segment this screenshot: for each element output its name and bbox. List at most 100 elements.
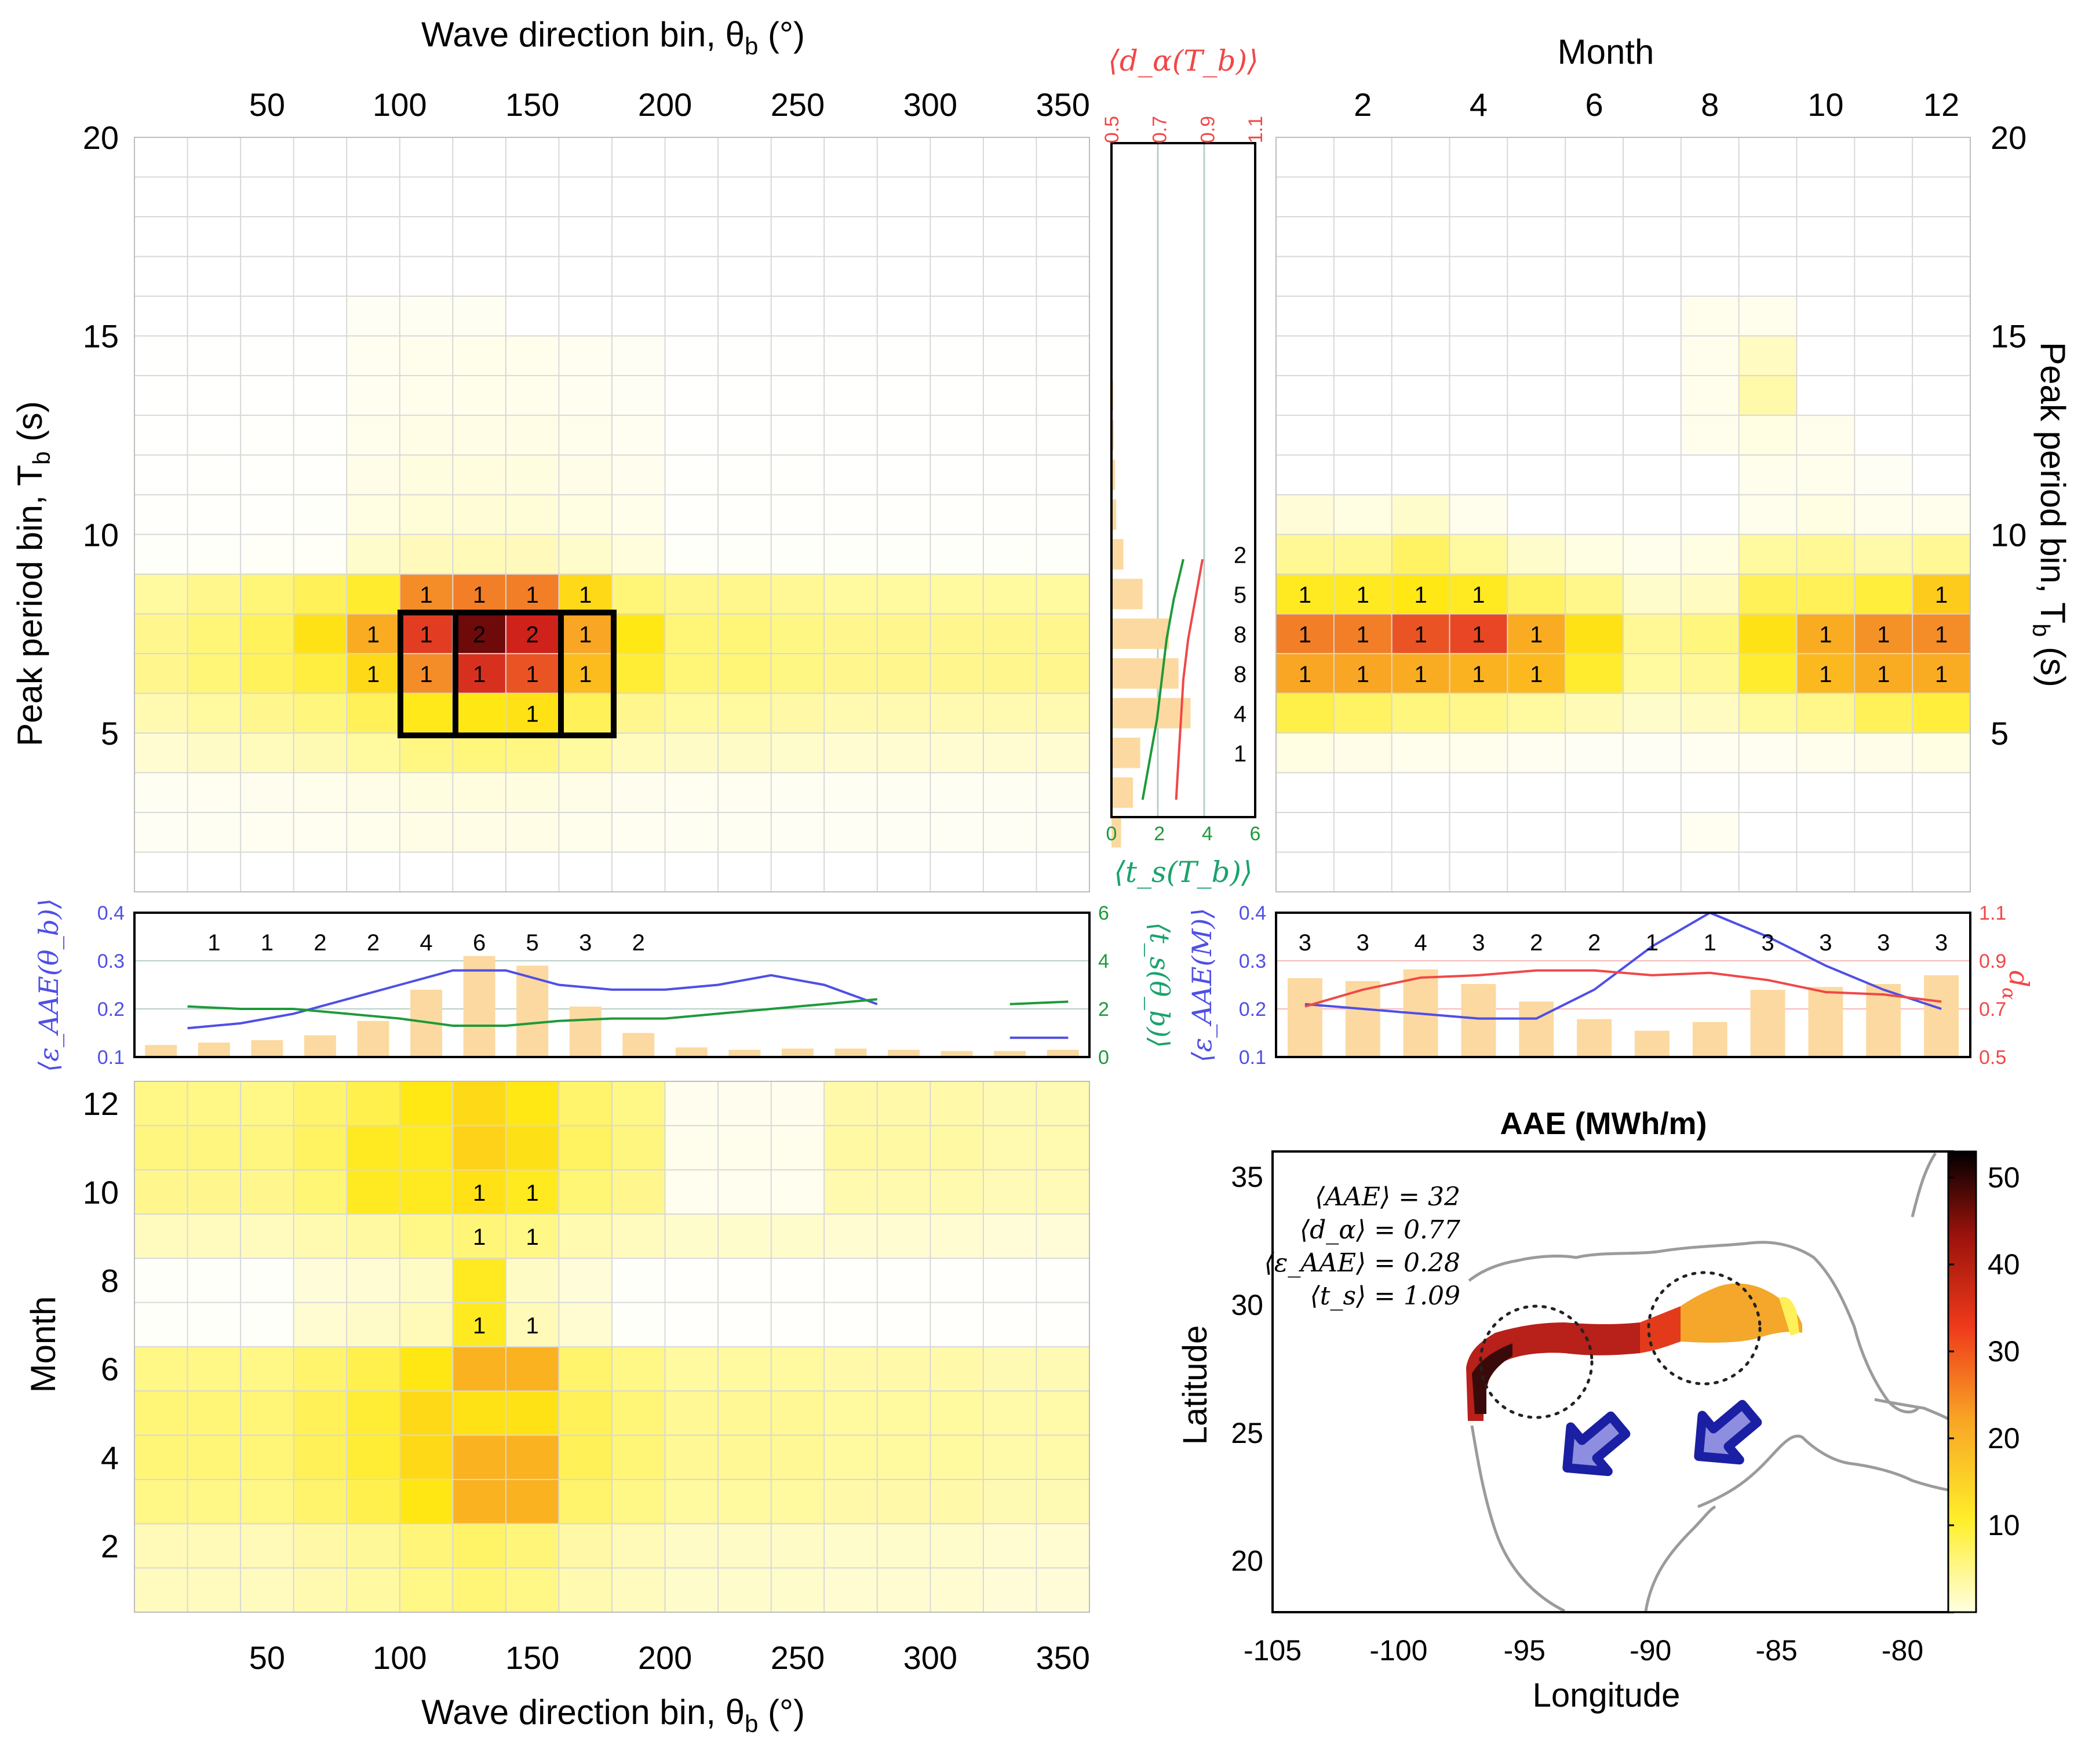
heatmap-cell: [824, 217, 877, 257]
heatmap-cell: [134, 1435, 188, 1479]
heatmap-cell: [453, 256, 506, 297]
heatmap-cell: [134, 1125, 188, 1170]
heatmap-cell: [930, 1258, 983, 1303]
heatmap-cell: [399, 1258, 453, 1303]
heatmap-cell: [1623, 296, 1681, 336]
heatmap-cell: [612, 1435, 665, 1479]
heatmap-cell: [1449, 177, 1508, 217]
heatmap-cell: [399, 812, 453, 852]
x-tick-label: 50: [249, 1639, 285, 1676]
heatmap-cell: [1391, 256, 1450, 297]
heatmap-cell: [824, 256, 877, 297]
d-alpha-tick-label: 0.9: [1197, 116, 1219, 143]
direction-count-bar: [1047, 1049, 1079, 1057]
heatmap-cell: [240, 1258, 294, 1303]
month-count-bar: [1750, 990, 1785, 1057]
month-count-bar: [1924, 975, 1959, 1057]
heatmap-cell: [1333, 852, 1392, 892]
y-tick-label: 10: [83, 516, 119, 553]
heatmap-cell: [983, 1258, 1037, 1303]
heatmap-cell: [1449, 256, 1508, 297]
heatmap-cell: [771, 693, 825, 733]
heatmap-cell: [1796, 336, 1855, 376]
heatmap-cell: [1036, 1435, 1089, 1479]
heatmap-cell: [718, 217, 771, 257]
heatmap-cell: [930, 137, 983, 177]
heatmap-cell: [771, 1347, 825, 1391]
heatmap-cell: [1623, 336, 1681, 376]
heatmap-cell: [1738, 376, 1797, 416]
heatmap-cell: [453, 574, 506, 614]
heatmap-cell: [930, 415, 983, 455]
heatmap-cell: [718, 415, 771, 455]
heatmap-cell: [824, 653, 877, 694]
aae-map: AAE (MWh/m) ⟨AAE⟩ = 32⟨d_α⟩ = 0.77⟨ε_AAE…: [1176, 1106, 2020, 1714]
cell-count-label: 1: [1819, 622, 1832, 648]
heatmap-cell: [399, 256, 453, 297]
heatmap-cell: [877, 693, 931, 733]
heatmap-cell: [505, 376, 559, 416]
eps-aae-month-line: [1304, 911, 1942, 1020]
heatmap-cell: [240, 1479, 294, 1524]
cell-count-label: 1: [579, 582, 592, 608]
heatmap-cell: [1738, 296, 1797, 336]
month-count-label: 3: [1819, 930, 1832, 956]
heatmap-cell: [187, 177, 241, 217]
heatmap-cell: [1449, 534, 1508, 574]
heatmap-cell: [1507, 653, 1566, 694]
heatmap-cell: [612, 256, 665, 297]
heatmap-cell: [1912, 137, 1970, 177]
heatmap-cell: [983, 376, 1037, 416]
heatmap-cell: [134, 1568, 188, 1612]
heatmap-cell: [134, 296, 188, 336]
heatmap-cell: [983, 1391, 1037, 1435]
heatmap-cell: [771, 415, 825, 455]
heatmap-cell: [559, 1081, 612, 1126]
heatmap-cell: [930, 455, 983, 495]
heatmap-cell: [1738, 177, 1797, 217]
heatmap-cell: [1912, 376, 1970, 416]
heatmap-cell: [665, 256, 719, 297]
direction-count-bar: [941, 1051, 973, 1057]
direction-count-bar: [622, 1033, 655, 1057]
heatmap-cell: [612, 1081, 665, 1126]
eps-aae-month-axis-label: ⟨ε_AAE(M)⟩: [1186, 908, 1218, 1063]
heatmap-cell: [983, 1169, 1037, 1214]
heatmap-cell: [930, 852, 983, 892]
heatmap-cell: [240, 614, 294, 654]
period-count-label: 4: [1234, 702, 1246, 727]
heatmap-cell: [1738, 455, 1797, 495]
heatmap-cell: [134, 1214, 188, 1259]
heatmap-cell: [718, 1169, 771, 1214]
heatmap-cell: [1391, 455, 1450, 495]
heatmap-cell: [1036, 732, 1089, 773]
mean-eps-aae: ⟨ε_AAE⟩ = 0.28: [1264, 1248, 1460, 1278]
heatmap-cell: [718, 1125, 771, 1170]
heatmap-cell: [1796, 177, 1855, 217]
heatmap-cell: [1623, 177, 1681, 217]
heatmap-cell: [559, 574, 612, 614]
heatmap-cell: [559, 732, 612, 773]
cell-count-label: 1: [1357, 582, 1369, 608]
heatmap-cell: [771, 852, 825, 892]
cell-count-label: 1: [526, 582, 539, 608]
heatmap-cell: [1912, 693, 1970, 733]
heatmap-cell: [930, 534, 983, 574]
heatmap-cell: [293, 534, 347, 574]
heatmap-cell: [771, 1214, 825, 1259]
heatmap-cell: [1681, 653, 1739, 694]
heatmap-cell: [877, 455, 931, 495]
cell-count-label: 1: [420, 582, 432, 608]
heatmap-cell: [559, 455, 612, 495]
heatmap-cell: [187, 693, 241, 733]
heatmap-cell: [505, 1081, 559, 1126]
heatmap-cell: [399, 296, 453, 336]
heatmap-cell: [240, 812, 294, 852]
heatmap-cell: [187, 653, 241, 694]
heatmap-cell: [1036, 1125, 1089, 1170]
heatmap-cell: [1738, 614, 1797, 654]
heatmap-cell: [559, 1479, 612, 1524]
heatmap-month-direction: 1 1 1 1 1 1 50 100 150 200 250 300 350 2 4 6 8 10 12 Wav…: [24, 1081, 1090, 1737]
heatmap-cell: [1449, 494, 1508, 535]
heatmap-cell: [1333, 614, 1392, 654]
